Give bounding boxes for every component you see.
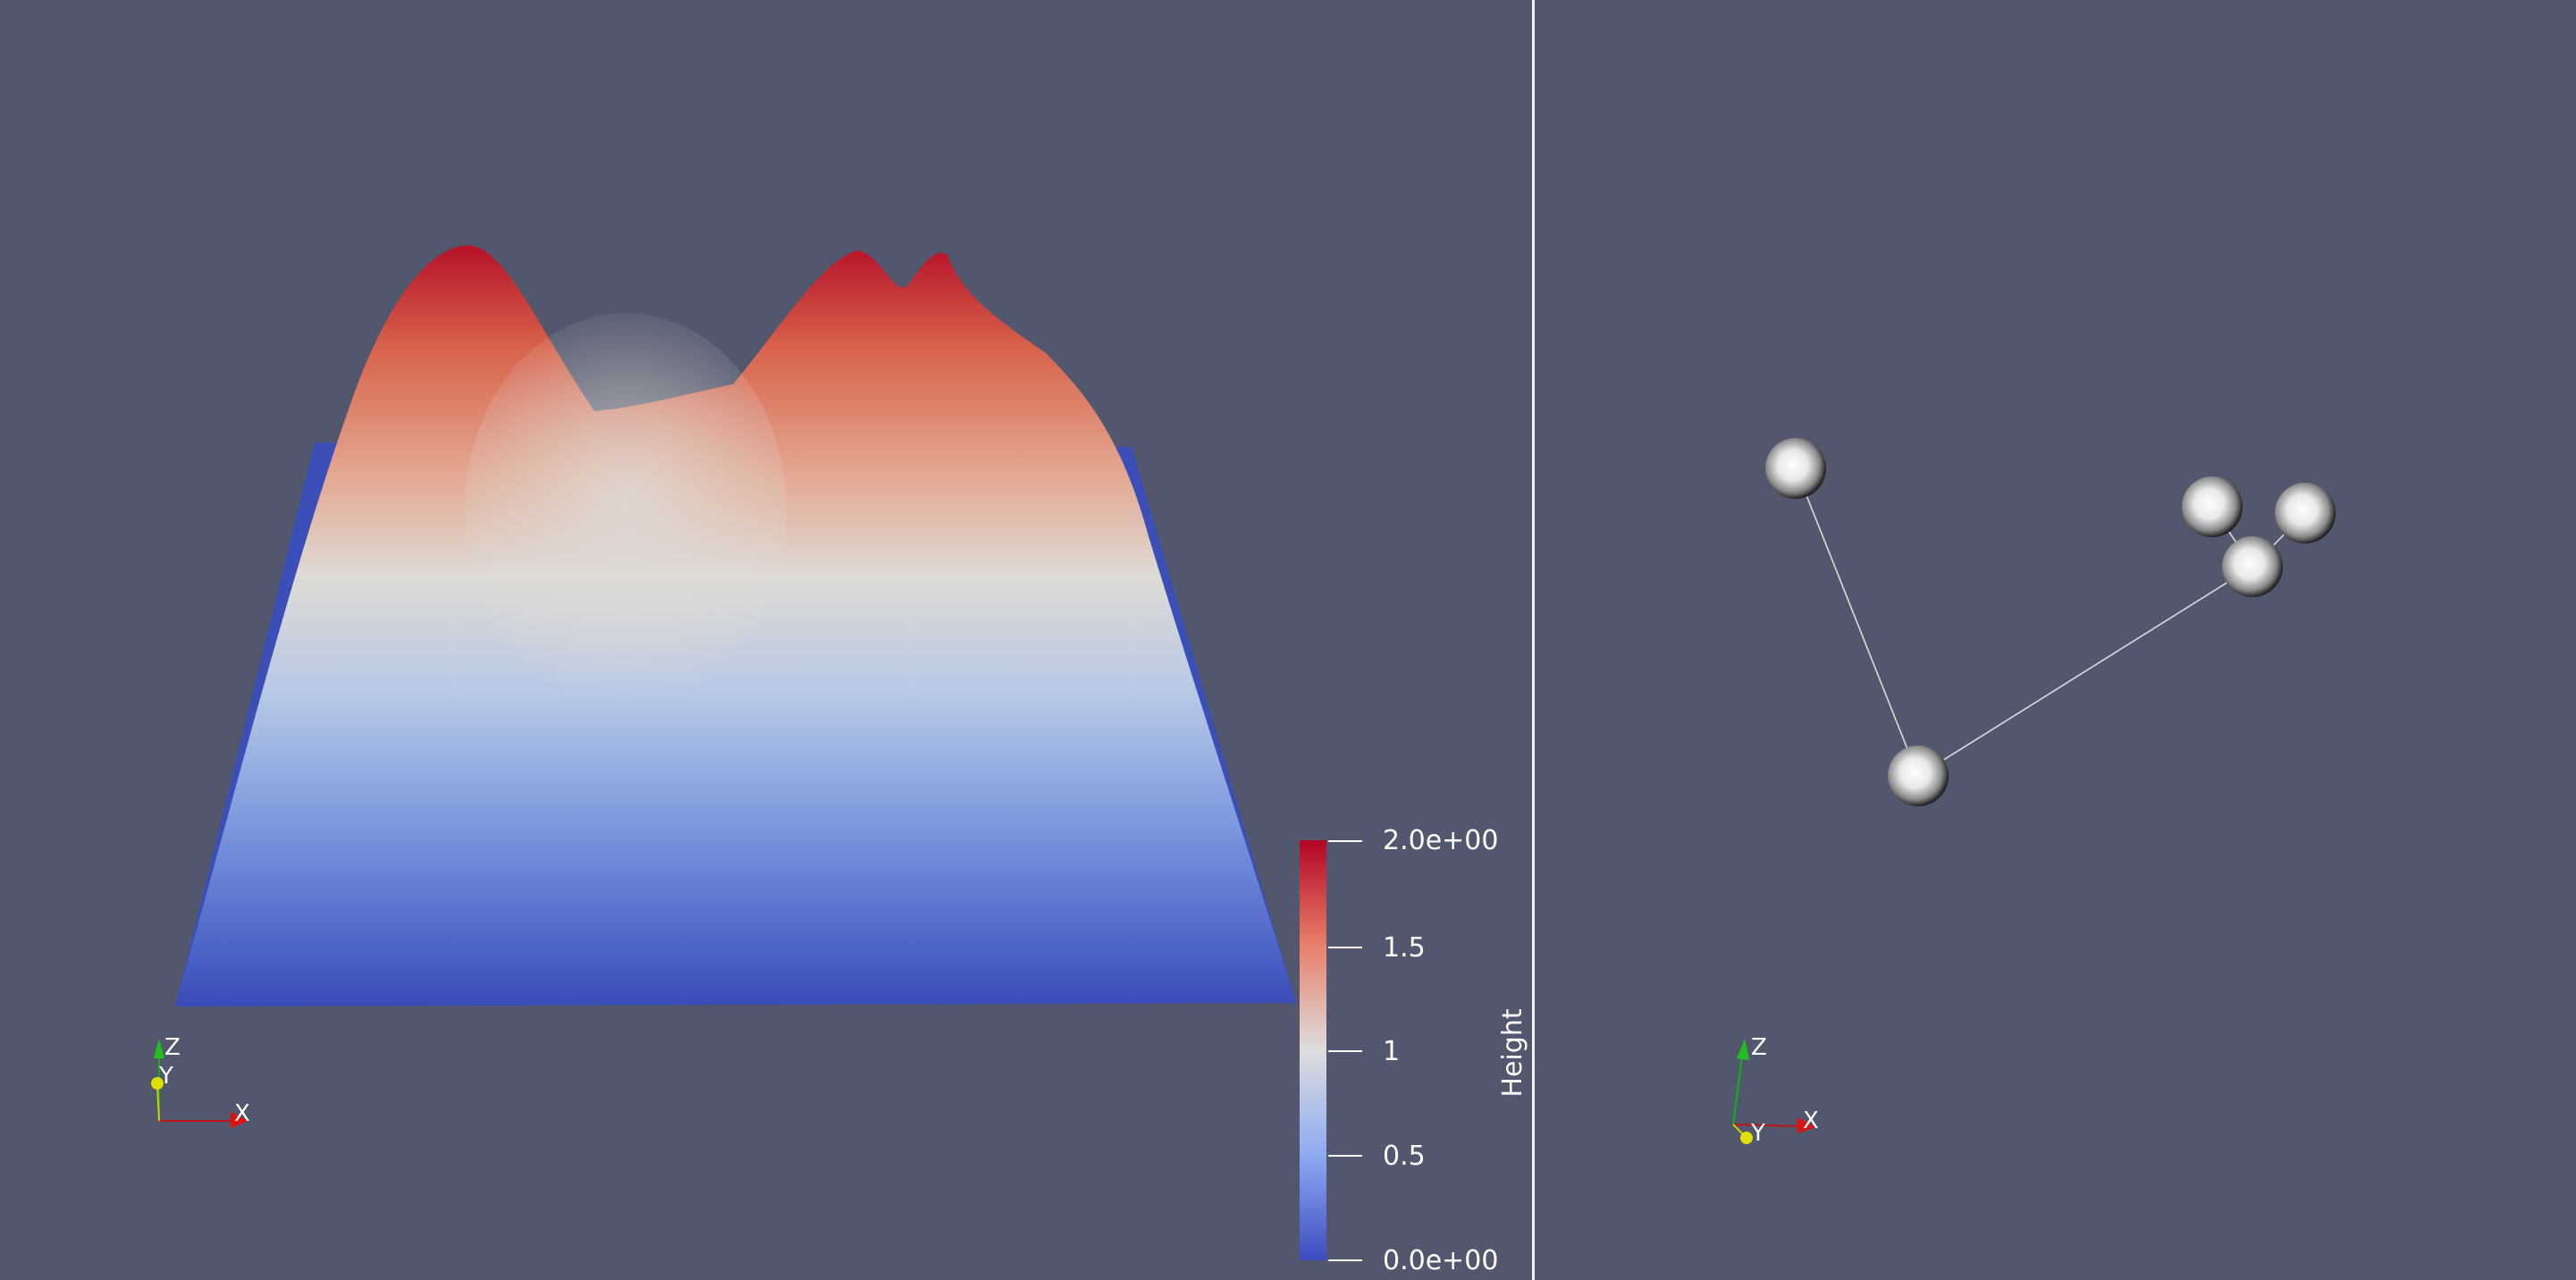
orientation-axes: X Y Z — [151, 1034, 250, 1128]
x-axis-label: X — [234, 1100, 250, 1127]
graph-node-sphere[interactable] — [2222, 536, 2283, 597]
x-axis-arrow-icon — [1797, 1117, 1815, 1133]
graph-nodes — [1765, 438, 2336, 806]
surface-valley-shading — [465, 313, 787, 706]
right-render-view[interactable]: X Y Z — [1535, 0, 2576, 1280]
x-axis-label: X — [1803, 1107, 1819, 1134]
scalar-bar-tick-label: 0.0e+00 — [1383, 1245, 1498, 1276]
left-render-view[interactable]: 2.0e+00 1.5 1 0.5 0.0e+00 Height X Y Z — [0, 0, 1532, 1280]
y-axis-arrow-icon — [1740, 1132, 1753, 1144]
scalar-bar-tick-label: 1 — [1383, 1036, 1400, 1067]
left-render-canvas[interactable]: 2.0e+00 1.5 1 0.5 0.0e+00 Height X Y Z — [0, 0, 1532, 1280]
graph-edge — [1795, 467, 1919, 777]
z-axis-arrow-icon — [154, 1039, 164, 1058]
x-axis-line — [1732, 1124, 1802, 1127]
view-divider[interactable] — [1532, 0, 1535, 1280]
z-axis-label: Z — [164, 1034, 181, 1061]
x-axis-arrow-icon — [231, 1112, 248, 1128]
graph-node-sphere[interactable] — [2182, 476, 2243, 537]
y-axis-line — [156, 1084, 160, 1122]
right-render-canvas[interactable]: X Y Z — [1535, 0, 2576, 1280]
y-axis-arrow-icon — [151, 1077, 164, 1090]
scalar-bar-tick-label: 1.5 — [1383, 932, 1426, 964]
scalar-bar-title: Height — [1497, 1008, 1528, 1097]
graph-edge — [1917, 566, 2253, 777]
scalar-bar: 2.0e+00 1.5 1 0.5 0.0e+00 Height — [1300, 825, 1528, 1276]
scalar-bar-tick-label: 0.5 — [1383, 1141, 1426, 1172]
scalar-bar-colormap — [1300, 840, 1326, 1260]
graph-node-sphere[interactable] — [1765, 438, 1826, 499]
scalar-bar-tick-label: 2.0e+00 — [1383, 825, 1498, 856]
z-axis-line — [1732, 1056, 1743, 1125]
orientation-axes: X Y Z — [1732, 1034, 1819, 1147]
z-axis-label: Z — [1751, 1034, 1767, 1061]
graph-node-sphere[interactable] — [2275, 483, 2336, 543]
y-axis-label: Y — [1750, 1120, 1765, 1147]
y-axis-label: Y — [158, 1063, 173, 1090]
graph-node-sphere[interactable] — [1888, 745, 1949, 806]
z-axis-arrow-icon — [1737, 1039, 1749, 1060]
